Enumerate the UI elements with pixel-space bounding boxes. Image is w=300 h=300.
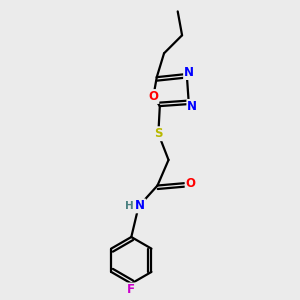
Text: N: N <box>135 200 145 212</box>
Text: O: O <box>186 177 196 190</box>
Text: O: O <box>148 90 158 103</box>
Text: N: N <box>187 100 197 113</box>
Text: N: N <box>184 66 194 79</box>
Text: H: H <box>125 201 134 211</box>
Text: S: S <box>154 127 163 140</box>
Text: F: F <box>127 284 135 296</box>
